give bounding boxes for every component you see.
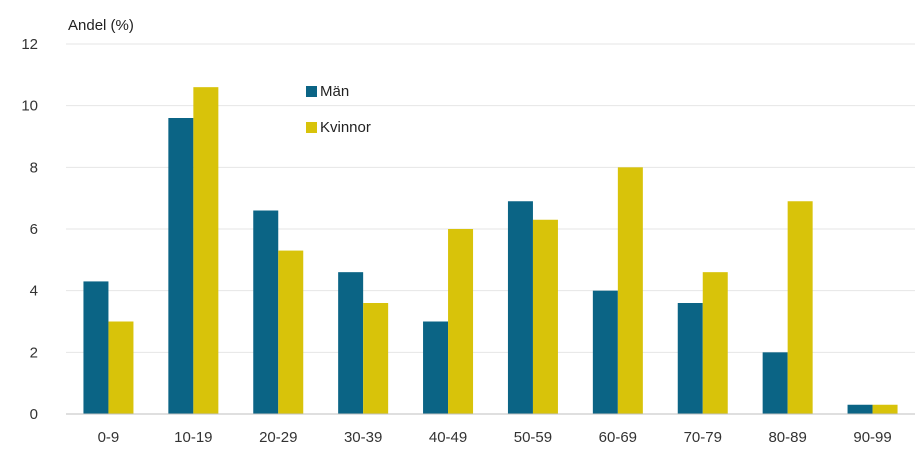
x-tick-label: 70-79	[684, 429, 722, 446]
bar-man	[677, 303, 703, 414]
bar-kvinnor	[278, 250, 304, 414]
bar-kvinnor	[532, 219, 558, 414]
bar-man	[83, 281, 109, 414]
x-tick-label: 20-29	[259, 429, 297, 446]
bar-kvinnor	[108, 321, 134, 414]
bar-kvinnor	[363, 303, 389, 414]
bars	[83, 87, 898, 415]
legend-swatch	[306, 122, 317, 133]
x-tick-label: 10-19	[174, 429, 212, 446]
bar-man	[762, 352, 788, 414]
bar-man	[507, 201, 533, 414]
bar-man	[847, 404, 873, 414]
bar-man	[168, 118, 194, 414]
y-axis-ticks: 0 2 4 6 8 10 12	[21, 36, 38, 423]
x-tick-label: 60-69	[599, 429, 637, 446]
bar-kvinnor	[872, 404, 898, 414]
x-tick-label: 40-49	[429, 429, 467, 446]
y-axis-label: Andel (%)	[68, 17, 134, 34]
x-axis-ticks: 0-9 10-19 20-29 30-39 40-49 50-59 60-69 70-79 80…	[98, 429, 892, 446]
bar-kvinnor	[787, 201, 813, 414]
bar-kvinnor	[702, 272, 728, 414]
y-tick-label: 12	[21, 36, 38, 53]
bar-kvinnor	[193, 87, 219, 415]
y-tick-label: 4	[30, 283, 38, 300]
y-tick-label: 8	[30, 159, 38, 176]
y-tick-label: 6	[30, 221, 38, 238]
bar-man	[338, 272, 364, 414]
x-tick-label: 50-59	[514, 429, 552, 446]
legend-label: Kvinnor	[320, 119, 371, 136]
x-tick-label: 90-99	[853, 429, 891, 446]
bar-man	[592, 290, 618, 414]
y-tick-label: 10	[21, 98, 38, 115]
bar-man	[423, 321, 449, 414]
bar-kvinnor	[617, 167, 643, 414]
legend-label: Män	[320, 83, 349, 100]
x-tick-label: 0-9	[98, 429, 120, 446]
x-tick-label: 80-89	[768, 429, 806, 446]
bar-man	[253, 210, 279, 414]
bar-kvinnor	[448, 229, 474, 414]
y-tick-label: 0	[30, 406, 38, 423]
legend-swatch	[306, 86, 317, 97]
x-tick-label: 30-39	[344, 429, 382, 446]
legend: Män Kvinnor	[306, 83, 371, 136]
y-tick-label: 2	[30, 344, 38, 361]
